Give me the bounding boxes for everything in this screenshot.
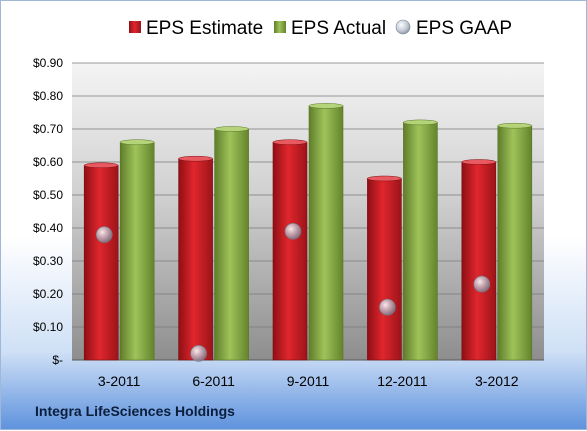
legend-label-estimate: EPS Estimate <box>146 18 263 39</box>
bar-top-eps-estimate <box>83 162 119 169</box>
bar-top-eps-actual <box>403 119 438 126</box>
bar-top-eps-actual <box>119 139 155 145</box>
x-axis-categories: 3-2011 6-2011 9-2011 12-2011 3-2012 <box>98 373 519 389</box>
bar-top-eps-actual <box>308 103 344 109</box>
x-category-label: 3-2012 <box>475 373 519 389</box>
y-tick-label: $0.80 <box>33 89 63 103</box>
legend-item-actual: EPS Actual <box>274 18 386 39</box>
legend-label-gaap: EPS GAAP <box>416 18 512 39</box>
x-category-label: 3-2011 <box>98 373 141 389</box>
point-eps-gaap <box>284 223 302 240</box>
bar-top-eps-actual <box>497 122 533 129</box>
legend-item-gaap: EPS GAAP <box>395 18 512 39</box>
y-tick-label: $0.10 <box>33 320 63 334</box>
y-tick-label: $0.40 <box>33 221 63 235</box>
point-eps-gaap <box>190 345 207 362</box>
bar-eps-actual <box>497 125 533 361</box>
legend: EPS Estimate EPS Actual EPS GAAP <box>129 18 512 39</box>
bar-eps-actual <box>214 128 249 361</box>
y-tick-label: $0.30 <box>33 254 63 268</box>
bar-top-eps-estimate <box>272 139 308 145</box>
y-tick-label: $0.70 <box>33 122 63 136</box>
y-axis-ticks: $- $0.10 $0.20 $0.30 $0.40 $0.50 $0.60 $0.70 $0.… <box>33 56 63 367</box>
y-tick-label: $0.60 <box>33 155 63 169</box>
x-category-label: 9-2011 <box>287 373 330 389</box>
bar-top-eps-actual <box>214 126 249 132</box>
bar-eps-actual <box>308 105 344 361</box>
bar-top-eps-estimate <box>461 159 497 165</box>
y-tick-label: $- <box>52 353 63 367</box>
point-eps-gaap <box>473 275 491 293</box>
legend-swatch-actual <box>274 21 286 33</box>
bar-eps-estimate <box>461 161 497 361</box>
point-eps-gaap <box>95 226 113 243</box>
bar-eps-actual <box>403 122 438 361</box>
bar-eps-estimate <box>83 165 119 361</box>
bar-eps-estimate <box>178 158 213 361</box>
bar-eps-estimate <box>367 178 402 361</box>
bar-top-eps-estimate <box>367 175 402 182</box>
legend-label-actual: EPS Actual <box>291 18 386 39</box>
y-tick-label: $0.90 <box>33 56 63 70</box>
y-tick-label: $0.50 <box>33 188 63 202</box>
x-category-label: 6-2011 <box>192 373 235 389</box>
point-eps-gaap <box>379 298 396 316</box>
legend-item-estimate: EPS Estimate <box>129 18 263 39</box>
bar-eps-actual <box>119 141 155 361</box>
bars <box>83 103 533 361</box>
bar-eps-estimate <box>272 141 308 361</box>
legend-swatch-estimate <box>129 21 141 33</box>
bar-top-eps-estimate <box>178 155 213 162</box>
y-tick-label: $0.20 <box>33 287 63 301</box>
legend-marker-gaap <box>395 19 411 35</box>
company-name: Integra LifeSciences Holdings <box>35 403 235 419</box>
gaap-points <box>95 223 491 362</box>
x-category-label: 12-2011 <box>377 373 428 389</box>
